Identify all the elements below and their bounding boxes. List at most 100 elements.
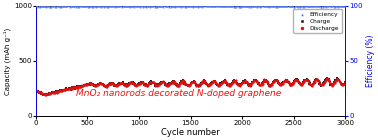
Point (217, 4, 223, 7)
Point (148, 5, 154, 8)
Point (265, 5, 271, 7)
Point (117, 5, 123, 7)
Point (127, 82, 133, 84)
Point (127, 81, 133, 84)
Point (130, 83, 136, 85)
Point (305, 80, 311, 82)
Point (39, 93, 45, 95)
Point (231, 80, 237, 82)
Point (320, 82, 326, 84)
Point (85, 83, 91, 86)
Point (248, 5, 254, 8)
Point (47, 92, 53, 95)
Point (143, 84, 149, 86)
Point (216, 85, 222, 87)
Point (158, 81, 164, 84)
Point (138, 5, 144, 7)
Point (318, 84, 324, 86)
Point (59, 89, 65, 91)
Point (243, 5, 249, 7)
Point (122, 84, 128, 86)
Point (237, 83, 243, 85)
Point (125, 84, 131, 86)
Point (73, 86, 79, 89)
Point (101, 85, 107, 87)
Point (113, 5, 119, 7)
Point (109, 82, 115, 84)
Point (166, 5, 172, 7)
Point (39, 5, 45, 7)
Point (244, 81, 250, 84)
Point (336, 81, 342, 83)
Point (118, 82, 124, 84)
Point (293, 4, 299, 6)
Point (254, 82, 260, 84)
Point (148, 82, 154, 85)
Point (327, 5, 333, 7)
Point (341, 5, 347, 7)
Point (132, 5, 138, 7)
Point (341, 5, 347, 7)
Point (257, 5, 263, 7)
Point (123, 5, 129, 7)
Point (253, 80, 259, 82)
Point (136, 5, 143, 8)
Point (233, 6, 239, 8)
Point (243, 81, 249, 83)
Point (69, 5, 75, 7)
Point (95, 83, 101, 86)
Point (131, 81, 137, 84)
Point (254, 5, 260, 7)
Point (293, 78, 299, 80)
Point (235, 6, 242, 8)
Point (94, 84, 100, 87)
Point (229, 82, 235, 84)
Point (46, 4, 53, 7)
Point (219, 82, 225, 84)
Point (249, 81, 256, 83)
Point (170, 80, 176, 82)
Point (88, 83, 94, 85)
Point (184, 84, 190, 87)
Point (41, 5, 47, 8)
Point (81, 84, 87, 87)
Point (311, 81, 317, 83)
Point (73, 86, 79, 88)
Point (170, 5, 176, 7)
Point (233, 79, 239, 81)
Point (299, 84, 305, 86)
Point (98, 5, 104, 7)
Point (278, 82, 284, 85)
Point (195, 84, 201, 87)
Point (313, 78, 319, 80)
Point (261, 78, 267, 81)
Point (340, 5, 346, 8)
Point (224, 82, 230, 84)
Point (310, 82, 316, 85)
Point (290, 4, 296, 7)
Point (166, 5, 172, 8)
Point (324, 78, 330, 80)
Point (90, 5, 96, 8)
Point (322, 4, 328, 6)
Point (321, 81, 327, 83)
Point (88, 82, 94, 84)
Point (193, 83, 199, 85)
Point (150, 81, 156, 84)
Point (175, 85, 181, 87)
Point (73, 5, 79, 7)
Point (158, 82, 164, 84)
Point (249, 5, 256, 7)
Point (57, 6, 63, 8)
Point (242, 79, 248, 81)
Point (292, 79, 298, 81)
Point (46, 92, 52, 95)
Point (262, 5, 268, 7)
Point (39, 92, 45, 95)
Point (119, 82, 125, 85)
Point (228, 5, 234, 7)
Point (215, 5, 222, 7)
Point (259, 5, 265, 8)
Point (175, 4, 181, 7)
Point (274, 80, 280, 82)
